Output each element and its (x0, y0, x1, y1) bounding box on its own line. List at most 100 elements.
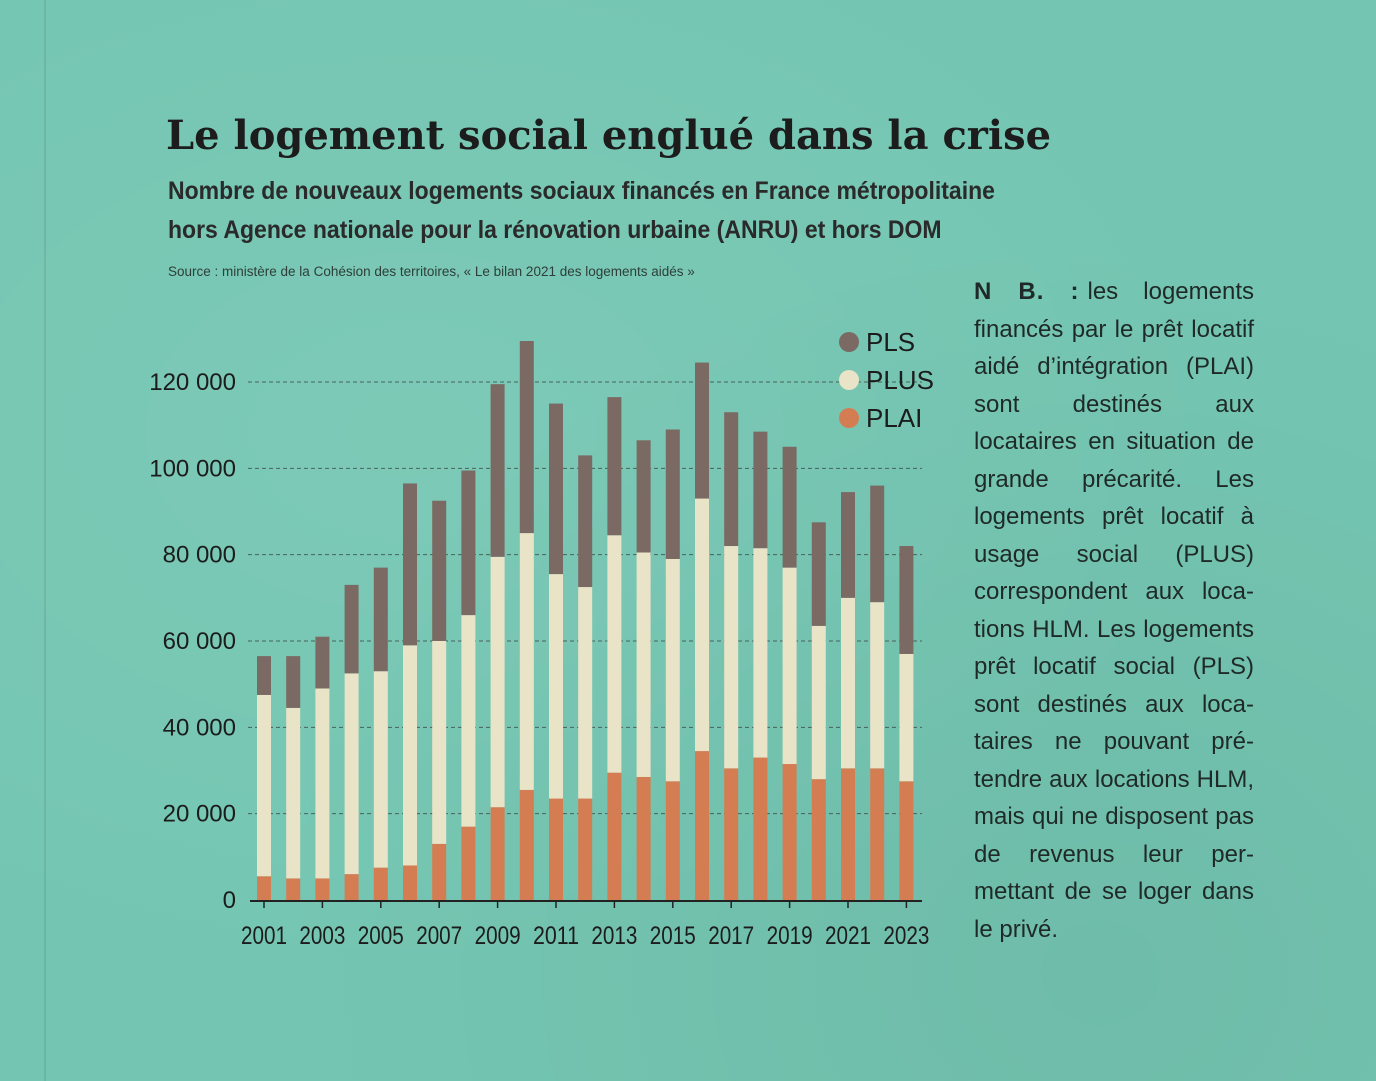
bar-plai-2008 (461, 826, 476, 900)
bar-plai-2003 (315, 878, 330, 900)
x-tick-label: 2011 (533, 922, 579, 950)
bar-pls-2010 (519, 340, 534, 534)
bar-pls-2008 (461, 470, 476, 616)
bar-plai-2002 (286, 878, 301, 900)
y-axis-tick-labels: 0 20 000 40 000 60 000 80 000 100 000 120 000 (149, 369, 236, 914)
x-tick-label: 2015 (650, 922, 696, 950)
legend-label-pls: PLS (866, 327, 915, 357)
bar-pls-2016 (695, 362, 709, 499)
bar-plus-2021 (841, 597, 855, 769)
bar-plai-2011 (549, 798, 563, 900)
bar-pls-2014 (636, 440, 651, 553)
x-tick-label: 2023 (883, 922, 929, 950)
chart-subtitle: Nombre de nouveaux logements sociaux fin… (168, 172, 995, 250)
bar-plai-2018 (753, 757, 768, 900)
subtitle-line-2: hors Agence nationale pour la rénovation… (168, 216, 942, 244)
bar-plai-2005 (373, 867, 388, 900)
legend-label-plus: PLUS (866, 365, 934, 395)
x-tick-label: 2001 (241, 922, 287, 950)
bar-plai-2023 (899, 781, 914, 900)
x-tick-label: 2005 (358, 922, 404, 950)
bar-plai-2006 (403, 865, 417, 900)
bar-plus-2012 (578, 587, 593, 799)
x-tick-label: 2007 (416, 922, 462, 950)
nb-note: N B. : les logements financés par le prêt… (974, 273, 1254, 948)
bar-plai-2001 (257, 876, 271, 900)
bar-plai-2010 (519, 789, 534, 900)
bar-pls-2007 (432, 500, 447, 641)
bar-pls-2023 (899, 546, 914, 654)
bar-plus-2022 (870, 602, 885, 769)
x-tick-label: 2019 (767, 922, 813, 950)
bar-plai-2015 (665, 781, 680, 900)
legend: PLS PLUS PLAI (839, 327, 934, 433)
bar-pls-2012 (578, 455, 593, 588)
x-axis (250, 900, 922, 908)
bar-plus-2013 (607, 535, 622, 773)
nb-text: les logements financés par le prêt locat… (974, 278, 1254, 943)
y-tick-label: 120 000 (149, 369, 236, 396)
bar-plai-2020 (811, 779, 826, 900)
bar-pls-2020 (811, 522, 826, 626)
bar-plai-2021 (841, 768, 855, 900)
x-tick-label: 2013 (591, 922, 637, 950)
bar-plus-2004 (344, 673, 359, 875)
bar-pls-2018 (753, 431, 768, 549)
x-tick-label: 2021 (825, 922, 871, 950)
bar-pls-2003 (315, 636, 330, 689)
y-tick-label: 100 000 (149, 455, 236, 482)
bar-plus-2003 (315, 688, 330, 879)
bar-plai-2004 (344, 874, 359, 900)
bar-plus-2016 (695, 498, 709, 752)
bar-plus-2005 (373, 671, 388, 868)
y-tick-label: 0 (223, 887, 236, 914)
page-fold (44, 0, 46, 1081)
bar-pls-2001 (257, 656, 271, 695)
bar-plus-2020 (811, 625, 826, 780)
legend-swatch-plus (839, 370, 859, 390)
bar-plus-2011 (549, 574, 563, 799)
legend-swatch-plai (839, 408, 859, 428)
bar-plai-2014 (636, 776, 651, 900)
bar-plus-2002 (286, 707, 301, 879)
chart-title: Le logement social englué dans la crise (166, 112, 1052, 159)
bar-pls-2011 (549, 403, 563, 575)
bar-pls-2019 (782, 446, 797, 568)
bar-plai-2022 (870, 768, 885, 900)
y-tick-label: 40 000 (163, 714, 236, 741)
bar-plai-2016 (695, 751, 709, 900)
bar-plus-2009 (490, 556, 505, 808)
subtitle-line-1: Nombre de nouveaux logements sociaux fin… (168, 177, 995, 205)
x-tick-label: 2009 (475, 922, 521, 950)
bar-pls-2009 (490, 384, 505, 557)
bar-pls-2022 (870, 485, 885, 603)
y-tick-label: 80 000 (163, 542, 236, 569)
bar-plai-2009 (490, 807, 505, 900)
x-tick-label: 2003 (299, 922, 345, 950)
bar-plus-2014 (636, 552, 651, 777)
bar-pls-2017 (724, 412, 739, 547)
bar-plus-2017 (724, 546, 739, 769)
bar-pls-2021 (841, 492, 855, 598)
y-tick-label: 60 000 (163, 628, 236, 655)
source-note: Source : ministère de la Cohésion des te… (168, 264, 695, 279)
bar-plus-2008 (461, 615, 476, 827)
bar-pls-2004 (344, 584, 359, 674)
bar-plus-2010 (519, 533, 534, 790)
bar-pls-2006 (403, 483, 417, 646)
bar-plus-2023 (899, 653, 914, 782)
nb-label: N B. : (974, 278, 1080, 305)
bar-plai-2013 (607, 772, 622, 900)
bar-plai-2017 (724, 768, 739, 900)
bar-plus-2019 (782, 567, 797, 765)
legend-label-plai: PLAI (866, 403, 922, 433)
bar-plus-2007 (432, 641, 447, 844)
bar-plai-2019 (782, 764, 797, 900)
bar-pls-2015 (665, 429, 680, 559)
bar-plai-2012 (578, 798, 593, 900)
bar-plus-2015 (665, 558, 680, 782)
bar-plus-2001 (257, 694, 271, 877)
x-tick-label: 2017 (708, 922, 754, 950)
bar-plai-2007 (432, 843, 447, 900)
